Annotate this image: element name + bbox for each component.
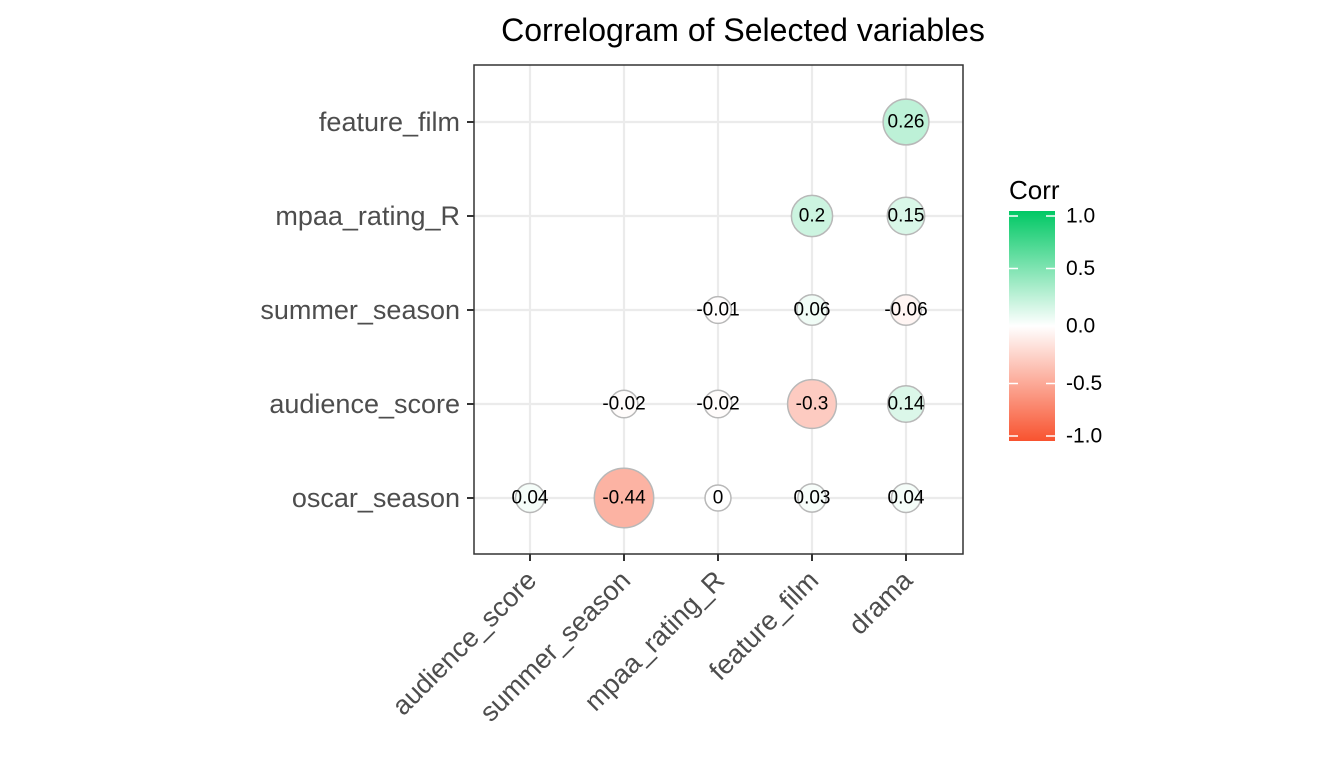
cell-oscar-season-audience-score: 0.04 [512, 482, 549, 514]
x-tick-label-drama: drama [843, 564, 919, 640]
cell-audience-score-mpaa-rating-r: -0.02 [696, 389, 740, 419]
cell-label-summer-season-feature-film: 0.06 [794, 300, 831, 321]
cell-audience-score-summer-season: -0.02 [602, 389, 646, 419]
y-tick-label-audience-score: audience_score [269, 389, 460, 419]
chart-title: Correlogram of Selected variables [501, 12, 985, 48]
y-tick-label-feature-film: feature_film [319, 107, 460, 137]
cell-mpaa-rating-r-drama: 0.15 [886, 196, 926, 236]
cell-circle-summer-season-drama [889, 293, 923, 327]
correlation-cells: 0.04 -0.44 0 0.03 0.04 -0.02 -0.02 -0.3 0.14 -0.0… [512, 98, 930, 529]
legend-tick-label-4: -1.0 [1066, 425, 1102, 448]
cell-oscar-season-drama: 0.04 [888, 482, 925, 514]
cell-summer-season-drama: -0.06 [884, 293, 928, 327]
cell-circle-oscar-season-mpaa-rating-r [704, 484, 732, 512]
cell-label-oscar-season-drama: 0.04 [888, 488, 925, 509]
cell-oscar-season-summer-season: -0.44 [593, 467, 655, 529]
cell-label-oscar-season-feature-film: 0.03 [794, 488, 831, 509]
cell-label-audience-score-drama: 0.14 [888, 394, 925, 415]
cell-feature-film-drama: 0.26 [882, 98, 930, 146]
cell-circle-audience-score-drama [886, 384, 926, 424]
legend-tick-label-3: -0.5 [1066, 372, 1102, 395]
cell-circle-summer-season-feature-film [795, 293, 829, 327]
cell-circle-oscar-season-drama [890, 482, 922, 514]
legend-ticks: 1.0 0.5 0.0 -0.5 -1.0 [1009, 205, 1102, 448]
cell-circle-mpaa-rating-r-feature-film [790, 194, 834, 238]
cell-circle-feature-film-drama [882, 98, 930, 146]
cell-audience-score-drama: 0.14 [886, 384, 926, 424]
legend-tick-label-2: 0.0 [1066, 315, 1095, 338]
y-tick-label-mpaa-rating-r: mpaa_rating_R [275, 201, 460, 231]
cell-circle-oscar-season-feature-film [797, 483, 827, 513]
y-tick-label-oscar-season: oscar_season [292, 483, 460, 513]
cell-label-feature-film-drama: 0.26 [888, 112, 925, 133]
cell-circle-oscar-season-summer-season [593, 467, 655, 529]
cell-label-mpaa-rating-r-drama: 0.15 [888, 206, 925, 227]
cell-label-audience-score-summer-season: -0.02 [602, 394, 645, 415]
legend-tick-label-1: 0.5 [1066, 257, 1095, 280]
cell-oscar-season-mpaa-rating-r: 0 [704, 484, 732, 512]
cell-label-summer-season-mpaa-rating-r: -0.01 [696, 300, 739, 321]
cell-circle-summer-season-mpaa-rating-r [703, 295, 733, 325]
cell-label-mpaa-rating-r-feature-film: 0.2 [799, 206, 825, 227]
cell-summer-season-mpaa-rating-r: -0.01 [696, 295, 740, 325]
cell-summer-season-feature-film: 0.06 [794, 293, 831, 327]
cell-label-oscar-season-mpaa-rating-r: 0 [713, 488, 724, 509]
cell-circle-oscar-season-audience-score [514, 482, 546, 514]
x-axis: audience_scoresummer_seasonmpaa_rating_R… [386, 554, 919, 727]
cell-circle-mpaa-rating-r-drama [886, 196, 926, 236]
cell-oscar-season-feature-film: 0.03 [794, 483, 831, 513]
cell-label-oscar-season-summer-season: -0.44 [602, 488, 646, 509]
cell-mpaa-rating-r-feature-film: 0.2 [790, 194, 834, 238]
panel-border [473, 64, 964, 555]
legend-tick-label-0: 1.0 [1066, 205, 1095, 228]
cell-label-audience-score-feature-film: -0.3 [796, 394, 829, 415]
legend-title: Corr [1009, 175, 1060, 205]
y-axis: oscar_season audience_score summer_season m… [260, 107, 474, 513]
cell-circle-audience-score-summer-season [609, 389, 639, 419]
legend: Corr 1.0 0.5 0.0 -0.5 -1.0 [1009, 175, 1102, 448]
y-tick-label-summer-season: summer_season [260, 295, 460, 325]
cell-label-audience-score-mpaa-rating-r: -0.02 [696, 394, 739, 415]
cell-audience-score-feature-film: -0.3 [786, 378, 838, 430]
cell-label-summer-season-drama: -0.06 [884, 300, 927, 321]
cell-circle-audience-score-mpaa-rating-r [703, 389, 733, 419]
cell-circle-audience-score-feature-film [786, 378, 838, 430]
cell-label-oscar-season-audience-score: 0.04 [512, 488, 549, 509]
